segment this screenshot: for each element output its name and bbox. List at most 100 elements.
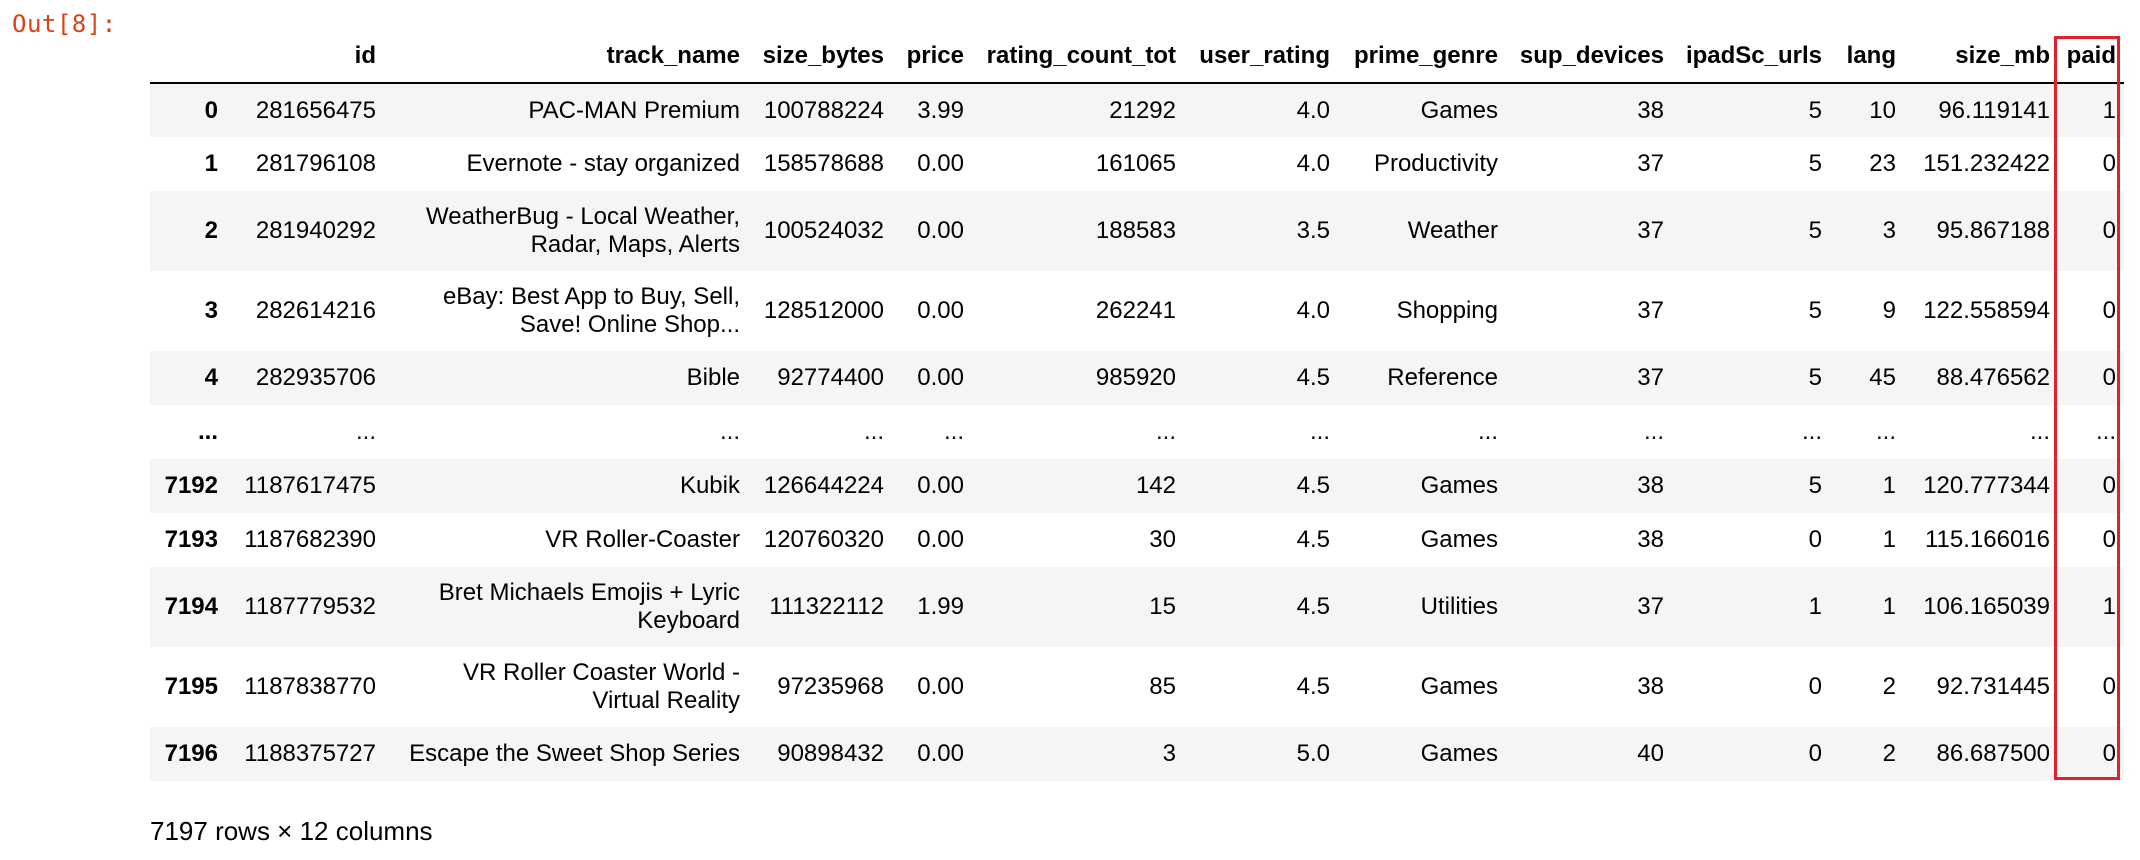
- cell-ipadsc-urls: 0: [1808, 740, 1822, 767]
- cell-prime-genre: Games: [1420, 526, 1498, 553]
- cell-paid: 0: [2102, 740, 2116, 767]
- cell-size-bytes: 100788224: [763, 96, 884, 124]
- cell-paid: 1: [2102, 96, 2116, 124]
- cell-sup-devices: ...: [1643, 418, 1664, 445]
- cell-track-name: Evernote - stay organized: [466, 150, 740, 177]
- column-header-rating-count-tot: rating_count_tot: [972, 30, 1184, 84]
- table-row: 7193 1187682390 VR Roller-Coaster 120760320…: [150, 513, 2124, 567]
- cell-lang: 10: [1869, 96, 1896, 124]
- row-index: 1: [204, 150, 218, 177]
- cell-lang: ...: [1875, 418, 1896, 445]
- cell-price: 0.00: [917, 150, 964, 177]
- cell-paid: 0: [2102, 364, 2116, 391]
- cell-rating-count-tot: 262241: [1095, 297, 1176, 324]
- cell-paid: 0: [2102, 150, 2116, 177]
- cell-price: 0.00: [917, 526, 964, 553]
- cell-lang: 1: [1882, 593, 1896, 620]
- dataframe-table: id track_name size_bytes price rating_count_…: [150, 30, 2124, 781]
- cell-size-bytes: ...: [863, 418, 884, 445]
- cell-size-bytes: 100524032: [763, 217, 884, 244]
- table-row: 4 282935706 Bible 92774400 0.00 985920 4.5 Refe…: [150, 351, 2124, 405]
- cell-id: 281656475: [255, 96, 376, 124]
- column-header-ipadsc-urls: ipadSc_urls: [1672, 30, 1830, 84]
- cell-paid: 0: [2102, 297, 2116, 324]
- cell-track-name: eBay: Best App to Buy, Sell, Save! Onlin…: [442, 283, 740, 338]
- cell-size-mb: 96.119141: [1938, 96, 2050, 124]
- cell-id: 1188375727: [244, 740, 376, 767]
- cell-id: ...: [355, 418, 376, 445]
- row-index: 7195: [164, 673, 218, 700]
- cell-track-name: Kubik: [679, 472, 740, 499]
- column-header-size-bytes: size_bytes: [748, 30, 892, 84]
- cell-track-name: Escape the Sweet Shop Series: [409, 740, 740, 767]
- row-index: 7196: [164, 740, 218, 767]
- cell-prime-genre: Shopping: [1396, 297, 1498, 324]
- cell-user-rating: 4.5: [1296, 472, 1330, 499]
- cell-size-bytes: 111322112: [769, 593, 884, 620]
- cell-size-mb: 122.558594: [1923, 297, 2050, 324]
- cell-price: 0.00: [917, 472, 964, 499]
- column-header-lang: lang: [1830, 30, 1904, 84]
- cell-prime-genre: Games: [1420, 673, 1498, 700]
- column-header-size-mb: size_mb: [1904, 30, 2058, 84]
- table-row: 3 282614216 eBay: Best App to Buy, Sell, S…: [150, 271, 2124, 351]
- column-header-user-rating: user_rating: [1184, 30, 1338, 84]
- cell-sup-devices: 38: [1637, 526, 1664, 553]
- cell-ipadsc-urls: 5: [1808, 472, 1822, 499]
- header-row: id track_name size_bytes price rating_count_…: [150, 30, 2124, 84]
- cell-lang: 9: [1882, 297, 1896, 324]
- cell-id: 282614216: [255, 297, 376, 324]
- column-header-index: [150, 30, 226, 84]
- cell-rating-count-tot: 985920: [1095, 364, 1176, 391]
- column-header-track-name: track_name: [384, 30, 748, 84]
- cell-paid: ...: [2095, 418, 2116, 445]
- cell-lang: 23: [1869, 150, 1896, 177]
- cell-rating-count-tot: 30: [1149, 526, 1176, 553]
- cell-prime-genre: Utilities: [1420, 593, 1498, 620]
- cell-price: 0.00: [917, 673, 964, 700]
- cell-lang: 45: [1869, 364, 1896, 391]
- cell-sup-devices: 37: [1637, 297, 1664, 324]
- table-body: 0 281656475 PAC-MAN Premium 100788224 3.99 21…: [150, 83, 2124, 781]
- cell-prime-genre: Productivity: [1373, 150, 1498, 177]
- column-header-id: id: [226, 30, 384, 84]
- cell-lang: 3: [1882, 217, 1896, 244]
- cell-lang: 2: [1882, 673, 1896, 700]
- cell-user-rating: 4.0: [1296, 297, 1330, 324]
- cell-lang: 1: [1882, 526, 1896, 553]
- cell-track-name: Bret Michaels Emojis + Lyric Keyboard: [438, 579, 740, 634]
- column-header-prime-genre: prime_genre: [1338, 30, 1506, 84]
- cell-price: 0.00: [917, 297, 964, 324]
- cell-paid: 0: [2102, 673, 2116, 700]
- cell-size-bytes: 126644224: [763, 472, 884, 499]
- cell-price: ...: [943, 418, 964, 445]
- row-index: ...: [197, 418, 218, 445]
- table-row: 7194 1187779532 Bret Michaels Emojis + Lyr…: [150, 567, 2124, 647]
- cell-sup-devices: 40: [1637, 740, 1664, 767]
- cell-rating-count-tot: ...: [1155, 418, 1176, 445]
- cell-sup-devices: 37: [1637, 593, 1664, 620]
- cell-user-rating: 4.5: [1296, 593, 1330, 620]
- output-prompt: Out[8]:: [12, 10, 117, 38]
- cell-size-mb: 95.867188: [1936, 217, 2050, 244]
- cell-prime-genre: Games: [1420, 740, 1498, 767]
- cell-price: 1.99: [917, 593, 964, 620]
- cell-ipadsc-urls: 1: [1808, 593, 1822, 620]
- cell-prime-genre: Reference: [1387, 364, 1498, 391]
- row-index: 2: [204, 217, 218, 244]
- cell-sup-devices: 38: [1637, 96, 1664, 124]
- cell-track-name: ...: [719, 418, 740, 445]
- cell-user-rating: 3.5: [1296, 217, 1330, 244]
- table-row: 7196 1188375727 Escape the Sweet Shop Seri…: [150, 727, 2124, 781]
- column-header-price: price: [892, 30, 972, 84]
- table-row: 7192 1187617475 Kubik 126644224 0.00 142 4.5 Ga…: [150, 459, 2124, 513]
- cell-id: 1187838770: [244, 673, 376, 700]
- cell-track-name: VR Roller Coaster World - Virtual Realit…: [463, 659, 740, 714]
- cell-user-rating: 4.5: [1296, 673, 1330, 700]
- row-index: 3: [204, 297, 218, 324]
- row-index: 0: [204, 96, 218, 124]
- cell-sup-devices: 37: [1637, 217, 1664, 244]
- cell-size-bytes: 128512000: [763, 297, 884, 324]
- cell-lang: 2: [1882, 740, 1896, 767]
- cell-size-bytes: 158578688: [763, 150, 884, 177]
